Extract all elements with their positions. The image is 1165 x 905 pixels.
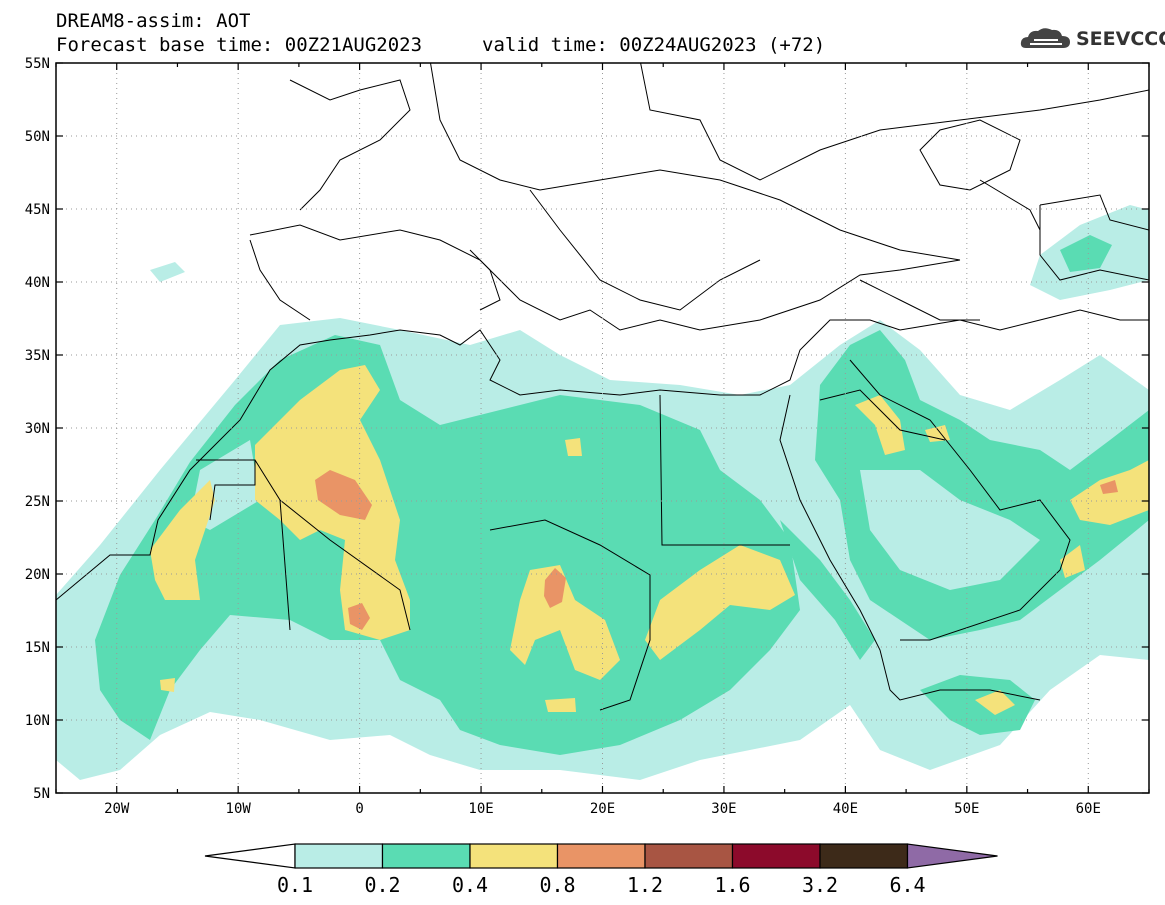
colorbar bbox=[204, 843, 998, 869]
aot-field bbox=[56, 205, 1149, 780]
lat-tick-label: 10N bbox=[25, 713, 50, 729]
lat-tick-label: 45N bbox=[25, 202, 50, 218]
colorbar-box bbox=[294, 843, 384, 869]
lat-axis: 55N 50N 45N 40N 35N 30N 25N 20N 15N 10N 5N bbox=[25, 56, 50, 802]
lat-tick-label: 20N bbox=[25, 567, 50, 583]
logo-text: SEEVCCC bbox=[1076, 28, 1165, 50]
lat-tick-label: 55N bbox=[25, 56, 50, 72]
lon-axis: 20W 10W 0 10E 20E 30E 40E 50E 60E bbox=[104, 801, 1101, 817]
lat-tick-label: 15N bbox=[25, 640, 50, 656]
lon-tick-label: 0 bbox=[355, 801, 363, 817]
lat-tick-label: 25N bbox=[25, 494, 50, 510]
colorbar-label: 0.2 bbox=[364, 873, 400, 897]
colorbar-box bbox=[469, 843, 559, 869]
lat-tick-label: 30N bbox=[25, 421, 50, 437]
colorbar-high-arrow bbox=[906, 843, 998, 869]
lon-tick-label: 40E bbox=[833, 801, 858, 817]
lon-tick-label: 20E bbox=[590, 801, 615, 817]
lon-tick-label: 20W bbox=[104, 801, 130, 817]
colorbar-box bbox=[556, 843, 646, 869]
colorbar-box bbox=[644, 843, 734, 869]
lon-tick-label: 50E bbox=[954, 801, 979, 817]
colorbar-label: 3.2 bbox=[802, 873, 838, 897]
lat-tick-label: 40N bbox=[25, 275, 50, 291]
cloud-icon bbox=[1020, 28, 1070, 48]
colorbar-labels: 0.1 0.2 0.4 0.8 1.2 1.6 3.2 6.4 bbox=[277, 873, 926, 897]
colorbar-label: 0.1 bbox=[277, 873, 313, 897]
aot-level-0-8 bbox=[315, 470, 1118, 630]
colorbar-box bbox=[381, 843, 471, 869]
title-valid-time: valid time: 00Z24AUG2023 (+72) bbox=[482, 34, 826, 56]
colorbar-label: 1.2 bbox=[627, 873, 663, 897]
axis-ticks bbox=[55, 62, 1150, 794]
colorbar-box bbox=[731, 843, 821, 869]
title-base-time: Forecast base time: 00Z21AUG2023 bbox=[56, 34, 423, 56]
title-model: DREAM8-assim: AOT bbox=[56, 10, 251, 32]
colorbar-label: 0.8 bbox=[539, 873, 575, 897]
lat-tick-label: 35N bbox=[25, 348, 50, 364]
colorbar-low-arrow bbox=[204, 843, 296, 869]
lon-tick-label: 30E bbox=[711, 801, 736, 817]
country-borders bbox=[56, 63, 1149, 711]
colorbar-label: 0.4 bbox=[452, 873, 488, 897]
graticule bbox=[56, 63, 1149, 793]
seevccc-logo: SEEVCCC bbox=[1018, 24, 1165, 54]
lon-tick-label: 60E bbox=[1076, 801, 1101, 817]
lat-tick-label: 5N bbox=[33, 786, 50, 802]
colorbar-label: 1.6 bbox=[714, 873, 750, 897]
lon-tick-label: 10E bbox=[468, 801, 493, 817]
lon-tick-label: 10W bbox=[226, 801, 252, 817]
colorbar-label: 6.4 bbox=[889, 873, 925, 897]
colorbar-box bbox=[819, 843, 909, 869]
lat-tick-label: 50N bbox=[25, 129, 50, 145]
